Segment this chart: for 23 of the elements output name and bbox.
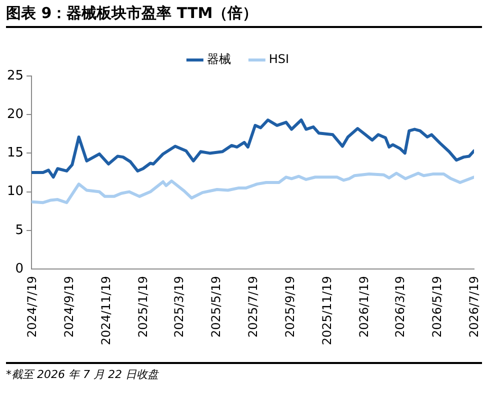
legend-label: 器械 [206,52,231,66]
x-tick-label: 2025/3/19 [172,276,186,338]
x-tick-label: 2024/11/19 [99,276,114,346]
x-tick-label: 2026/7/19 [467,276,481,338]
text: *截至 2026 年 7 月 22 日收盘 [6,362,482,382]
x-tick-label: 2025/11/19 [320,276,334,346]
chart-title: 图表 9：器械板块市盈率 TTM（倍） [6,4,482,28]
y-tick-label: 10 [6,184,24,200]
x-tick-label: 2025/9/19 [283,276,298,338]
x-tick-label: 2024/9/19 [62,276,76,338]
y-tick-label: 0 [15,261,24,276]
y-tick-label: 25 [6,68,24,84]
legend-label: HSI [268,52,290,66]
x-tick-label: 2025/5/19 [208,276,223,338]
x-tick-label: 2024/7/19 [24,276,39,338]
x-tick-label: 2026/1/19 [357,276,372,338]
y-tick-label: 5 [15,222,24,238]
x-tick-label: 2026/5/19 [430,276,444,338]
y-tick-label: 15 [6,146,24,161]
x-tick-label: 2026/3/19 [393,276,408,338]
y-tick-label: 20 [6,106,24,122]
x-tick-label: 2025/7/19 [246,276,260,338]
x-tick-label: 2025/1/19 [136,276,150,338]
